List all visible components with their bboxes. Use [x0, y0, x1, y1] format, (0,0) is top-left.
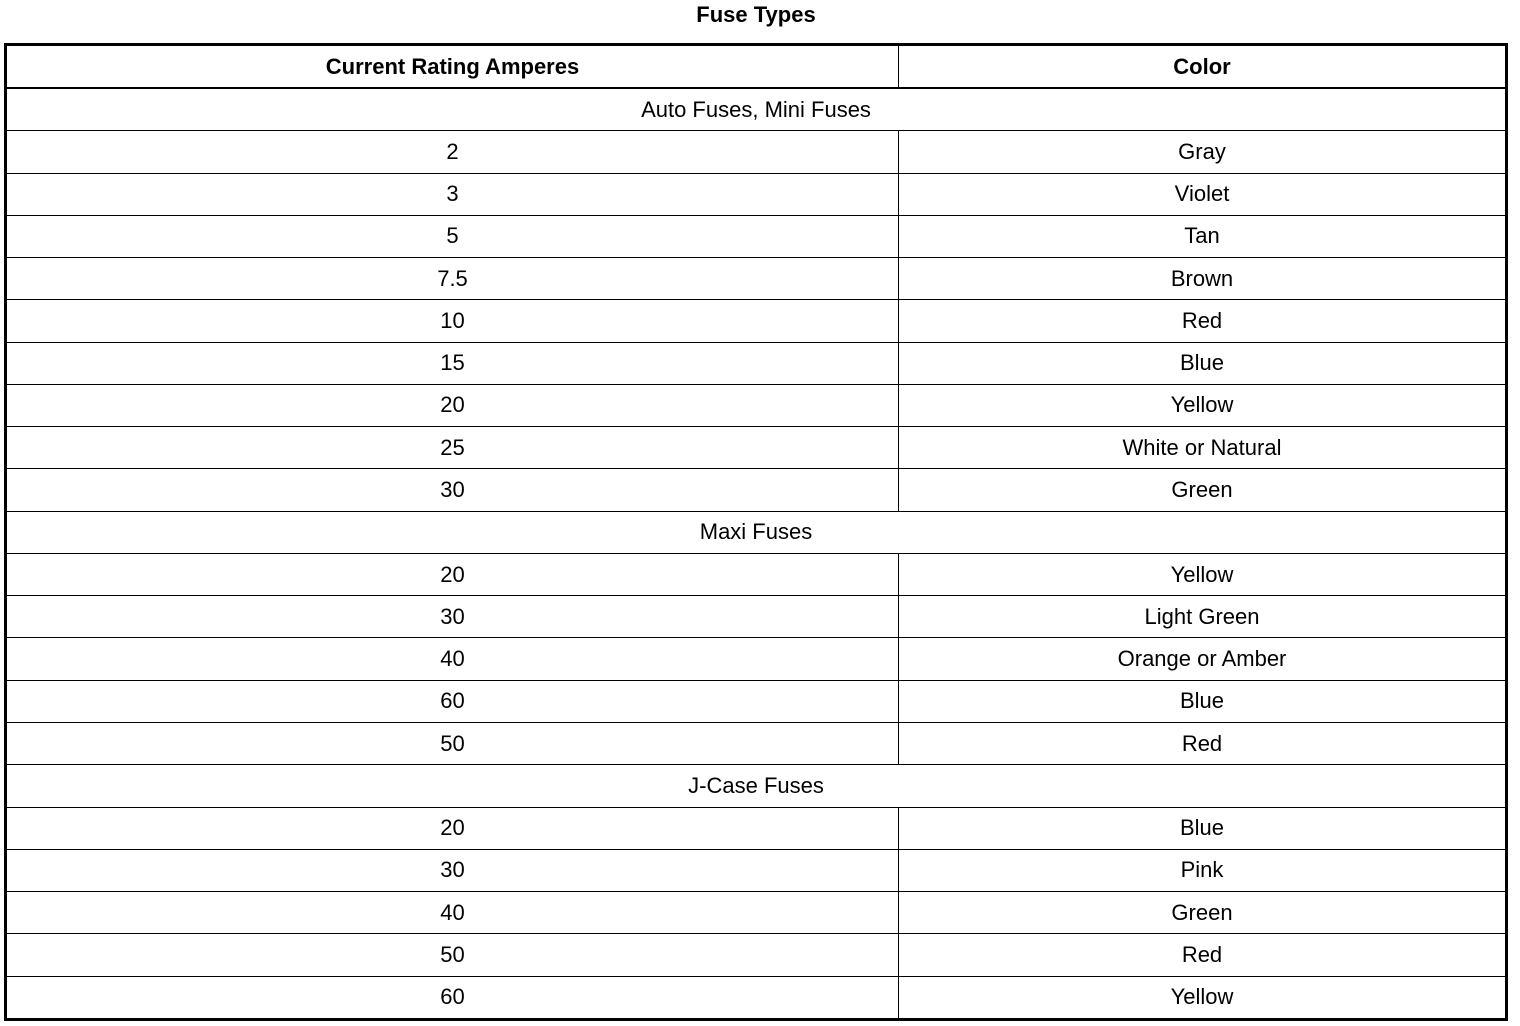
group-row: J-Case Fuses	[5, 764, 1507, 808]
table-row: 10 Red	[5, 299, 1507, 343]
color-cell: Blue	[898, 806, 1507, 850]
amperes-cell: 2	[5, 130, 899, 174]
amperes-cell: 15	[5, 341, 899, 385]
amperes-cell: 25	[5, 426, 899, 470]
table-row: 2 Gray	[5, 130, 1507, 174]
color-cell: Light Green	[898, 595, 1507, 639]
group-name: J-Case Fuses	[5, 764, 1507, 808]
header-row: Current Rating Amperes Color	[5, 44, 1507, 89]
color-cell: Orange or Amber	[898, 637, 1507, 681]
color-cell: Gray	[898, 130, 1507, 174]
color-cell: Violet	[898, 172, 1507, 216]
amperes-cell: 40	[5, 637, 899, 681]
amperes-cell: 20	[5, 383, 899, 428]
header-current-rating: Current Rating Amperes	[5, 44, 899, 89]
table-title: Fuse Types	[696, 2, 816, 27]
amperes-cell: 50	[5, 721, 899, 766]
table-row: 25 White or Natural	[5, 426, 1507, 470]
color-cell: Brown	[898, 257, 1507, 301]
amperes-cell: 10	[5, 299, 899, 343]
table-row: 20 Yellow	[5, 552, 1507, 597]
color-cell: Red	[898, 721, 1507, 766]
color-cell: Blue	[898, 679, 1507, 723]
amperes-cell: 20	[5, 552, 899, 597]
color-cell: Yellow	[898, 383, 1507, 428]
color-cell: White or Natural	[898, 426, 1507, 470]
amperes-cell: 5	[5, 214, 899, 259]
fuse-types-table: Current Rating Amperes Color Auto Fuses,…	[4, 43, 1508, 1021]
amperes-cell: 40	[5, 891, 899, 935]
color-cell: Yellow	[898, 975, 1507, 1021]
group-name: Maxi Fuses	[5, 510, 1507, 554]
color-cell: Tan	[898, 214, 1507, 259]
color-cell: Pink	[898, 848, 1507, 893]
table-row: 7.5 Brown	[5, 257, 1507, 301]
color-cell: Red	[898, 933, 1507, 977]
table-row: 60 Yellow	[5, 975, 1507, 1021]
amperes-cell: 3	[5, 172, 899, 216]
amperes-cell: 30	[5, 595, 899, 639]
amperes-cell: 30	[5, 848, 899, 893]
table-row: 40 Green	[5, 891, 1507, 935]
group-row: Maxi Fuses	[5, 510, 1507, 554]
amperes-cell: 50	[5, 933, 899, 977]
table-row: 30 Pink	[5, 848, 1507, 893]
group-name: Auto Fuses, Mini Fuses	[5, 87, 1507, 132]
color-cell: Red	[898, 299, 1507, 343]
table-row: 50 Red	[5, 721, 1507, 766]
amperes-cell: 30	[5, 468, 899, 512]
table-row: 15 Blue	[5, 341, 1507, 385]
color-cell: Green	[898, 891, 1507, 935]
color-cell: Blue	[898, 341, 1507, 385]
amperes-cell: 20	[5, 806, 899, 850]
table-row: 30 Light Green	[5, 595, 1507, 639]
table-row: 30 Green	[5, 468, 1507, 512]
group-row: Auto Fuses, Mini Fuses	[5, 87, 1507, 132]
header-color: Color	[898, 44, 1507, 89]
amperes-cell: 60	[5, 679, 899, 723]
table-row: 5 Tan	[5, 214, 1507, 259]
table-row: 60 Blue	[5, 679, 1507, 723]
color-cell: Yellow	[898, 552, 1507, 597]
color-cell: Green	[898, 468, 1507, 512]
table-row: 40 Orange or Amber	[5, 637, 1507, 681]
table-row: 20 Yellow	[5, 383, 1507, 428]
table-row: 20 Blue	[5, 806, 1507, 850]
table-row: 50 Red	[5, 933, 1507, 977]
amperes-cell: 7.5	[5, 257, 899, 301]
table-row: 3 Violet	[5, 172, 1507, 216]
amperes-cell: 60	[5, 975, 899, 1021]
